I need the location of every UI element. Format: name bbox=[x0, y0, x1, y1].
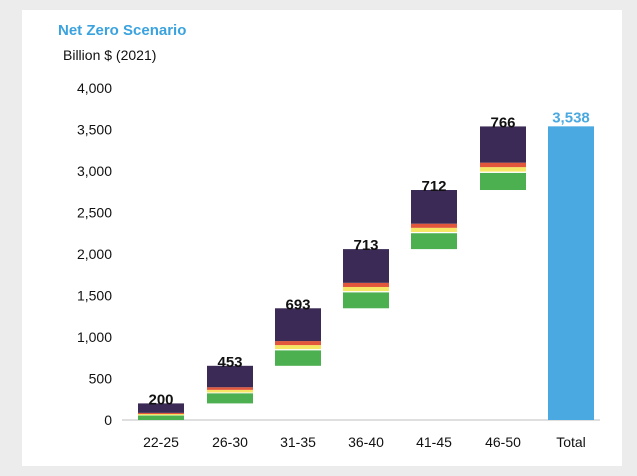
bar-segment bbox=[343, 291, 389, 293]
bar-segment bbox=[207, 387, 253, 390]
total-bar bbox=[548, 126, 594, 420]
bar-segment bbox=[275, 349, 321, 351]
y-tick-label: 2,500 bbox=[77, 205, 112, 221]
bar-segment bbox=[480, 126, 526, 163]
x-tick-label: 26-30 bbox=[212, 434, 248, 450]
y-tick-label: 1,500 bbox=[77, 288, 112, 304]
y-tick-label: 0 bbox=[104, 412, 112, 428]
bar-segment bbox=[275, 350, 321, 366]
x-tick-label: 46-50 bbox=[485, 434, 521, 450]
data-label: 200 bbox=[148, 391, 173, 408]
bar-segment bbox=[207, 393, 253, 404]
x-tick-label: 22-25 bbox=[143, 434, 179, 450]
y-tick-label: 4,000 bbox=[77, 80, 112, 96]
bar-segment bbox=[343, 292, 389, 309]
data-label: 712 bbox=[421, 178, 446, 195]
x-tick-label: Total bbox=[556, 434, 586, 450]
bar-segment bbox=[275, 308, 321, 342]
bar-segment bbox=[343, 282, 389, 287]
chart-title: Net Zero Scenario bbox=[58, 22, 187, 39]
bar-segment bbox=[275, 345, 321, 350]
bar-segment bbox=[411, 231, 457, 234]
bar-segment bbox=[343, 286, 389, 292]
bar-segment bbox=[207, 389, 253, 393]
bar-segment bbox=[480, 172, 526, 191]
bar-segment bbox=[480, 167, 526, 172]
y-tick-label: 1,000 bbox=[77, 329, 112, 345]
bar-segment bbox=[207, 365, 253, 388]
bar-segment bbox=[411, 223, 457, 228]
bar-segment bbox=[138, 403, 184, 413]
bar-segment bbox=[343, 249, 389, 283]
total-data-label: 3,538 bbox=[552, 109, 590, 126]
bar-segment bbox=[138, 414, 184, 416]
bar-segment bbox=[138, 412, 184, 415]
x-tick-label: 36-40 bbox=[348, 434, 384, 450]
bar-segment bbox=[138, 415, 184, 420]
bar-segment bbox=[411, 190, 457, 224]
y-tick-label: 500 bbox=[89, 371, 113, 387]
x-tick-label: 31-35 bbox=[280, 434, 316, 450]
bar-segment bbox=[480, 162, 526, 168]
data-label: 453 bbox=[217, 354, 242, 371]
chart-panel bbox=[22, 10, 622, 466]
bar-segment bbox=[207, 392, 253, 394]
y-tick-label: 3,000 bbox=[77, 163, 112, 179]
bar-segment bbox=[411, 233, 457, 250]
data-label: 693 bbox=[285, 296, 310, 313]
y-tick-label: 2,000 bbox=[77, 246, 112, 262]
x-tick-label: 41-45 bbox=[416, 434, 452, 450]
bar-segment bbox=[411, 227, 457, 232]
bar-segment bbox=[275, 341, 321, 346]
data-label: 713 bbox=[353, 237, 378, 254]
data-label: 766 bbox=[490, 114, 515, 131]
bar-segment bbox=[480, 171, 526, 173]
y-axis-unit-label: Billion $ (2021) bbox=[63, 47, 157, 63]
y-tick-label: 3,500 bbox=[77, 122, 112, 138]
